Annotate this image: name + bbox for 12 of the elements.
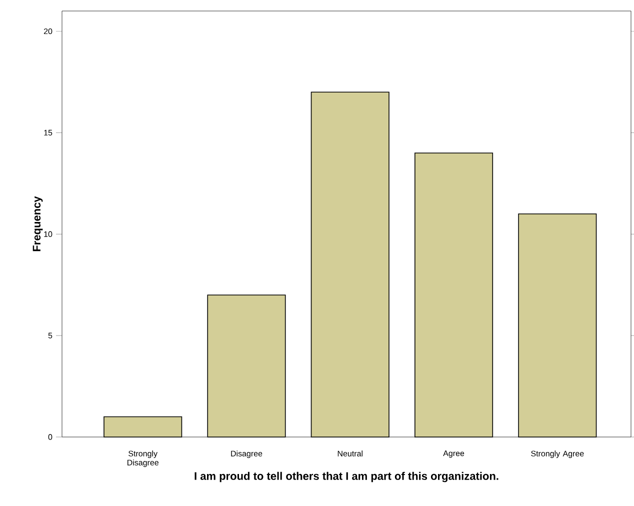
y-tick-label: 15 [44, 130, 52, 136]
x-tick-label: Disagree [231, 450, 262, 458]
y-tick-label: 20 [44, 28, 52, 34]
y-axis-title: Frequency [32, 196, 43, 252]
y-tick-label: 10 [44, 231, 52, 237]
y-tick-label: 0 [48, 434, 52, 440]
x-tick-label: Strongly Agree [531, 450, 584, 458]
x-tick-label: Strongly Disagree [127, 450, 158, 467]
x-tick-label: Neutral [338, 450, 362, 456]
x-tick-label: Agree [443, 450, 464, 458]
y-tick-label: 5 [48, 332, 52, 338]
x-axis-title: I am proud to tell others that I am part of this organization. [194, 472, 498, 482]
